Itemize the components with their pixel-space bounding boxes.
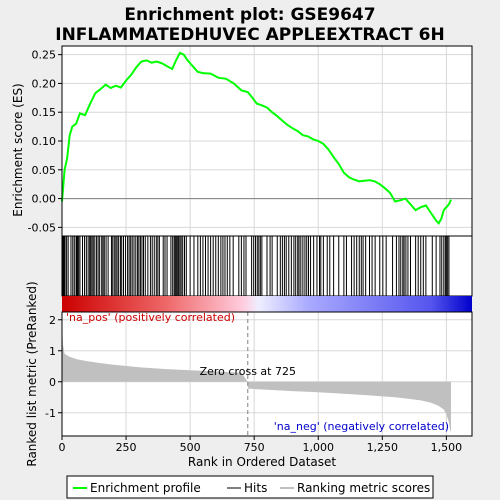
es-y-ticks: -0.05 0.00 0.05 0.10 0.15 0.20 0.25 [28,49,62,234]
x-tick-label: 0 [59,441,66,454]
ranked-x-ticks: 0 250 500 750 1,000 1,250 1,500 [59,436,463,454]
es-y-axis-label: Enrichment score (ES) [11,83,25,216]
es-y-tick-label: 0.05 [32,164,57,177]
ranking-color-bar [62,296,472,312]
es-y-tick-label: -0.05 [28,221,56,234]
ranked-y-axis-label: Ranked list metric (PreRanked) [25,281,39,466]
es-y-tick-label: 0.20 [32,77,57,90]
ranking-metric-area [62,325,451,433]
x-tick-label: 1,250 [367,441,399,454]
legend-box [66,475,434,499]
legend-hits-label: Hits [244,481,267,495]
legend-ranking-label: Ranking metric scores [297,481,430,495]
x-tick-label: 500 [180,441,201,454]
x-tick-label: 250 [116,441,137,454]
es-y-tick-label: 0.10 [32,135,57,148]
ranked-y-ticks: -1 0 1 2 [45,314,62,420]
negative-correlated-label: 'na_neg' (negatively correlated) [274,420,449,433]
ranked-panel-frame [61,311,473,437]
ranked-y-tick-label: 1 [49,345,56,358]
ranked-y-tick-label: 0 [49,376,56,389]
ranked-y-tick-label: 2 [49,314,56,327]
chart-title-line2: INFLAMMATEDHUVEC APPLEEXTRACT 6H [55,25,444,45]
x-tick-label: 1,000 [303,441,335,454]
es-y-tick-label: 0.25 [32,49,57,62]
x-tick-label: 1,500 [431,441,463,454]
chart-title-line1: Enrichment plot: GSE9647 [124,5,375,25]
es-y-tick-label: 0.00 [32,193,57,206]
zero-cross-label: Zero cross at 725 [200,365,296,378]
es-y-tick-label: 0.15 [32,106,57,119]
hits-marks [62,236,450,296]
ranked-y-tick-label: -1 [45,407,56,420]
positive-correlated-label: 'na_pos' (positively correlated) [66,311,235,324]
x-tick-label: 750 [244,441,265,454]
legend-enrichment-label: Enrichment profile [90,481,201,495]
x-axis-label: Rank in Ordered Dataset [188,455,336,469]
enrichment-profile-line [61,51,452,225]
